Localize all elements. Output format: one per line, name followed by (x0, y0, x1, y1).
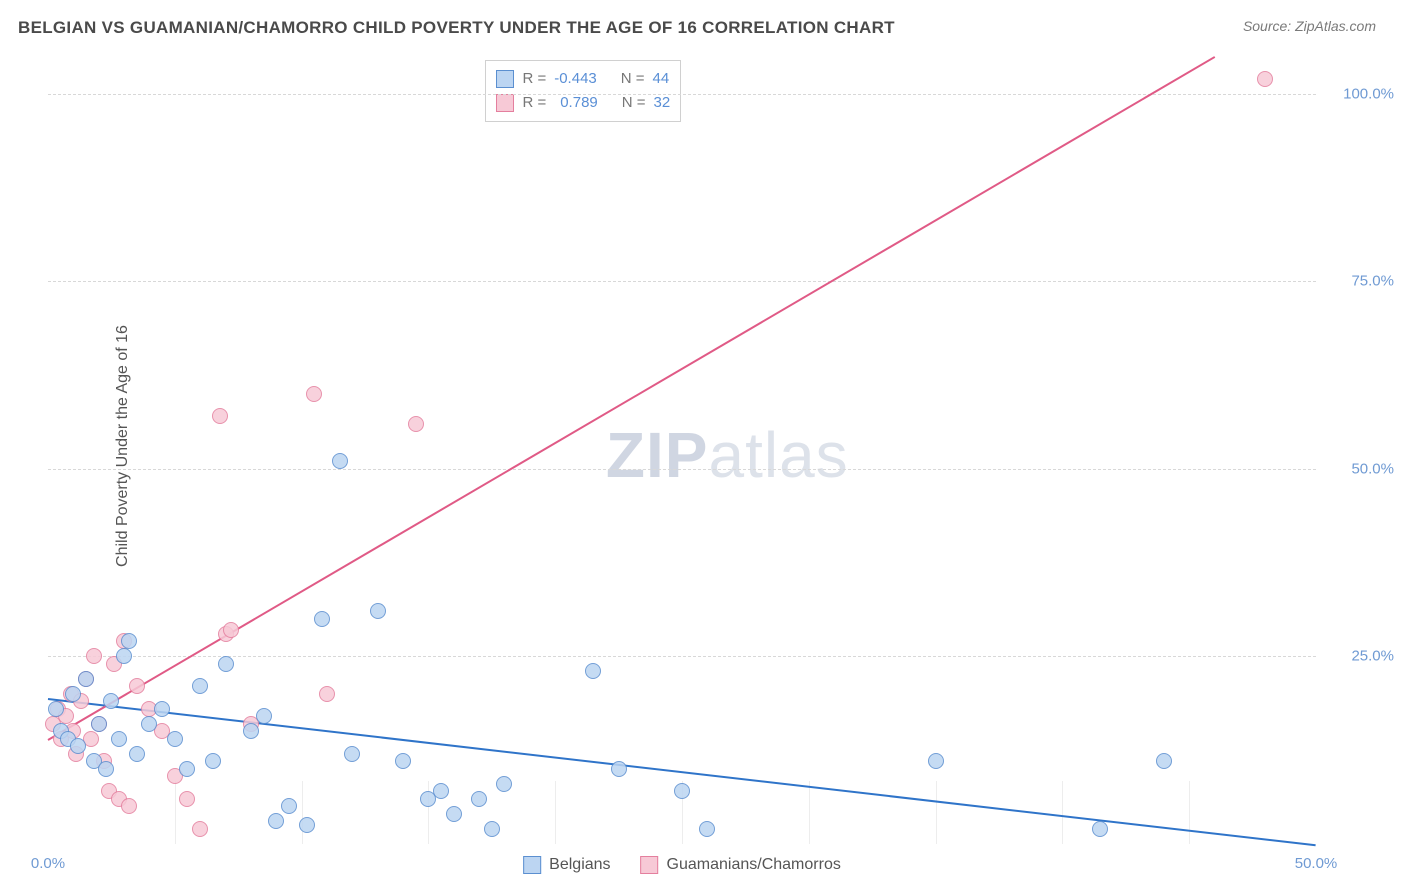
data-point (103, 693, 119, 709)
data-point (78, 671, 94, 687)
correlation-stats-box: R = -0.443 N = 44 R = 0.789 N = 32 (485, 60, 681, 122)
watermark-atlas: atlas (708, 419, 848, 491)
scatter-plot: ZIPatlas R = -0.443 N = 44 R = 0.789 N =… (48, 56, 1316, 844)
data-point (129, 746, 145, 762)
n-label: N = (621, 67, 645, 91)
gridline-v (1062, 781, 1063, 844)
gridline-v (936, 781, 937, 844)
data-point (611, 761, 627, 777)
y-tick-label: 100.0% (1343, 85, 1394, 102)
data-point (167, 731, 183, 747)
data-point (1156, 753, 1172, 769)
data-point (243, 723, 259, 739)
data-point (86, 648, 102, 664)
data-point (699, 821, 715, 837)
data-point (281, 798, 297, 814)
data-point (154, 701, 170, 717)
stats-row-guamanians: R = 0.789 N = 32 (496, 91, 670, 115)
data-point (496, 776, 512, 792)
data-point (344, 746, 360, 762)
r-value-guamanians: 0.789 (560, 91, 598, 115)
data-point (928, 753, 944, 769)
legend-item-belgians: Belgians (523, 856, 610, 874)
legend-label-belgians: Belgians (549, 856, 610, 874)
data-point (585, 663, 601, 679)
x-tick-label: 0.0% (31, 855, 65, 872)
gridline-h (48, 469, 1316, 470)
source-prefix: Source: (1243, 18, 1295, 34)
data-point (306, 386, 322, 402)
chart-title: BELGIAN VS GUAMANIAN/CHAMORRO CHILD POVE… (18, 18, 895, 38)
data-point (98, 761, 114, 777)
data-point (299, 817, 315, 833)
y-tick-label: 50.0% (1351, 460, 1394, 477)
x-tick-label: 50.0% (1295, 855, 1338, 872)
data-point (319, 686, 335, 702)
data-point (141, 716, 157, 732)
gridline-v (1189, 781, 1190, 844)
data-point (179, 761, 195, 777)
data-point (408, 416, 424, 432)
watermark: ZIPatlas (606, 418, 849, 492)
gridline-v (809, 781, 810, 844)
data-point (256, 708, 272, 724)
gridline-h (48, 656, 1316, 657)
data-point (314, 611, 330, 627)
swatch-guamanians (641, 856, 659, 874)
series-legend: Belgians Guamanians/Chamorros (523, 856, 841, 874)
data-point (179, 791, 195, 807)
swatch-belgians (496, 70, 514, 88)
r-value-belgians: -0.443 (554, 67, 597, 91)
data-point (91, 716, 107, 732)
data-point (471, 791, 487, 807)
data-point (205, 753, 221, 769)
data-point (433, 783, 449, 799)
legend-item-guamanians: Guamanians/Chamorros (641, 856, 841, 874)
swatch-guamanians (496, 94, 514, 112)
gridline-v (175, 781, 176, 844)
data-point (48, 701, 64, 717)
n-label: N = (622, 91, 646, 115)
r-label: R = (522, 91, 546, 115)
r-label: R = (522, 67, 546, 91)
data-point (218, 656, 234, 672)
watermark-zip: ZIP (606, 419, 709, 491)
gridline-h (48, 94, 1316, 95)
data-point (192, 821, 208, 837)
gridline-v (555, 781, 556, 844)
n-value-guamanians: 32 (654, 91, 671, 115)
gridline-v (302, 781, 303, 844)
n-value-belgians: 44 (653, 67, 670, 91)
data-point (121, 798, 137, 814)
data-point (192, 678, 208, 694)
gridline-h (48, 281, 1316, 282)
data-point (116, 648, 132, 664)
y-tick-label: 75.0% (1351, 273, 1394, 290)
data-point (446, 806, 462, 822)
data-point (1092, 821, 1108, 837)
data-point (70, 738, 86, 754)
data-point (65, 686, 81, 702)
data-point (674, 783, 690, 799)
data-point (370, 603, 386, 619)
data-point (111, 731, 127, 747)
source-attribution: Source: ZipAtlas.com (1243, 18, 1376, 36)
data-point (395, 753, 411, 769)
data-point (332, 453, 348, 469)
legend-label-guamanians: Guamanians/Chamorros (667, 856, 841, 874)
data-point (223, 622, 239, 638)
swatch-belgians (523, 856, 541, 874)
data-point (484, 821, 500, 837)
y-tick-label: 25.0% (1351, 648, 1394, 665)
data-point (129, 678, 145, 694)
data-point (121, 633, 137, 649)
data-point (212, 408, 228, 424)
source-name: ZipAtlas.com (1295, 18, 1376, 34)
stats-row-belgians: R = -0.443 N = 44 (496, 67, 670, 91)
data-point (1257, 71, 1273, 87)
data-point (268, 813, 284, 829)
